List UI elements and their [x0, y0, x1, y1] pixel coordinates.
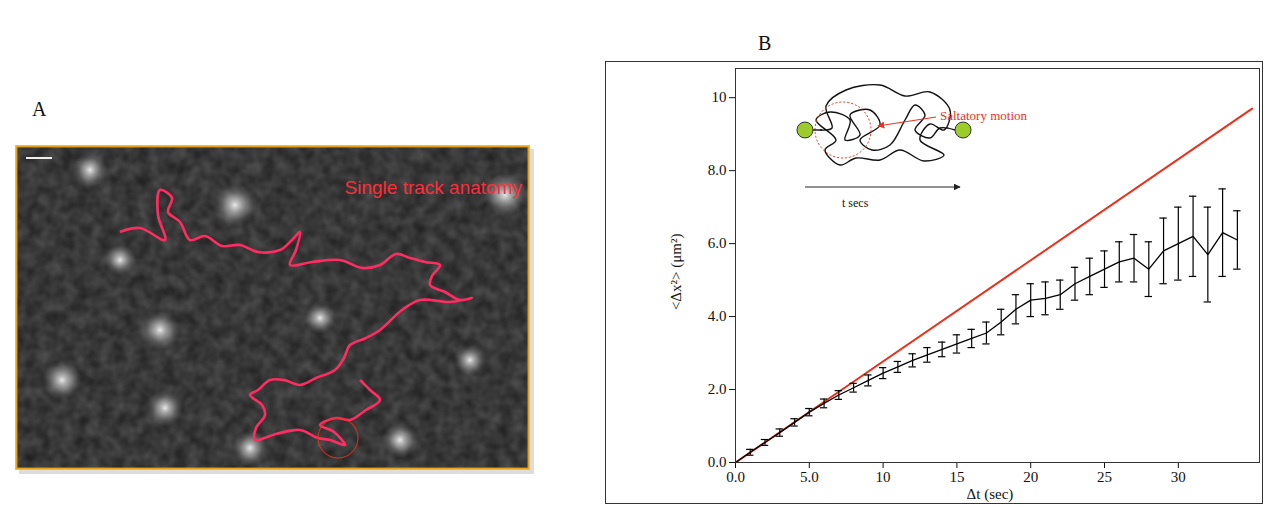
svg-text:10: 10	[876, 469, 891, 485]
svg-text:0.0: 0.0	[726, 469, 745, 485]
svg-text:30: 30	[1171, 469, 1186, 485]
svg-text:20: 20	[1023, 469, 1038, 485]
svg-text:B: B	[758, 32, 771, 54]
svg-text:A: A	[32, 98, 47, 120]
svg-text:25: 25	[1097, 469, 1112, 485]
html-text:Δt (sec): Δt (sec)	[966, 486, 1014, 502]
svg-text:6.0: 6.0	[708, 235, 727, 251]
svg-text:15: 15	[949, 469, 964, 485]
svg-text:10: 10	[712, 89, 727, 105]
svg-text:Saltatory motion: Saltatory motion	[940, 108, 1028, 123]
svg-text:t secs: t secs	[842, 196, 869, 210]
svg-text:Single track anatomy: Single track anatomy	[345, 177, 523, 198]
svg-text:4.0: 4.0	[708, 308, 727, 324]
svg-text:5.0: 5.0	[800, 469, 819, 485]
svg-text:0.0: 0.0	[708, 454, 727, 470]
svg-text:8.0: 8.0	[708, 162, 727, 178]
html-text:<Δx²> (μm²): <Δx²> (μm²)	[668, 233, 684, 311]
svg-text:2.0: 2.0	[708, 381, 727, 397]
